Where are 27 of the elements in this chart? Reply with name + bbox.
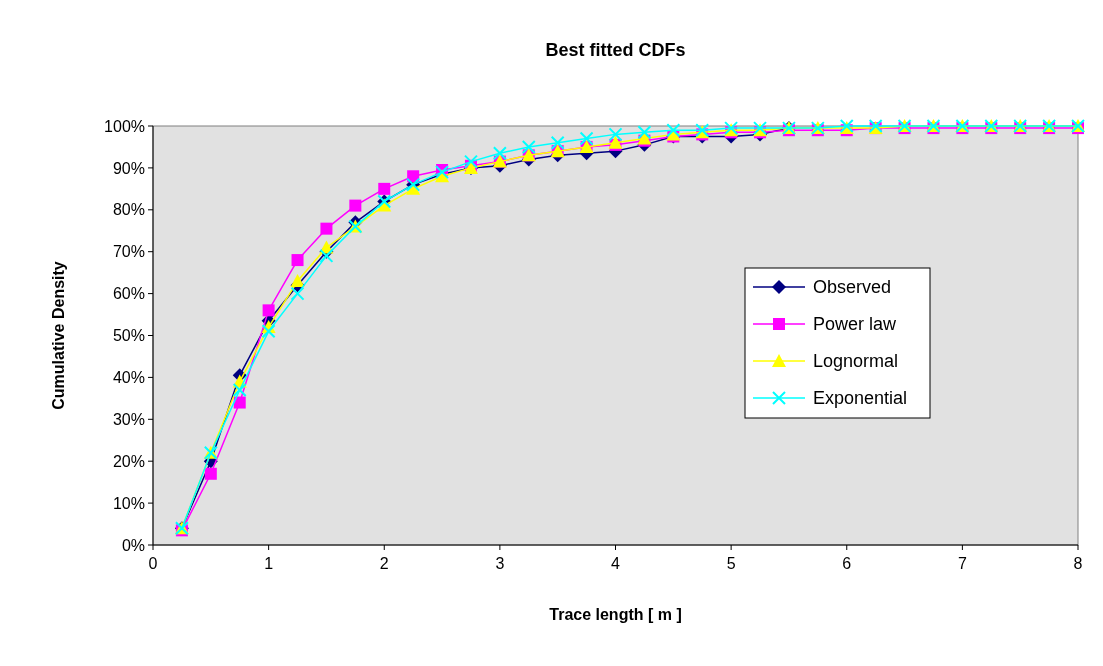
legend-label: Power law (813, 314, 898, 335)
y-tick-label: 0% (121, 536, 145, 554)
y-tick-label: 50% (112, 327, 145, 345)
legend-label: Lognormal (813, 351, 899, 372)
y-tick-label: 100% (104, 117, 145, 135)
x-axis-title: Trace length [ m ] (549, 606, 682, 623)
y-tick-label: 10% (112, 494, 145, 512)
x-tick-label: 5 (726, 555, 736, 572)
y-tick-label: 20% (112, 452, 145, 470)
x-tick-label: 7 (957, 555, 967, 572)
chart-title: Best fitted CDFs (545, 40, 686, 60)
x-tick-label: 8 (1073, 555, 1083, 572)
x-tick-label: 2 (379, 555, 389, 572)
x-tick-label: 3 (495, 555, 505, 572)
legend-label: Observed (813, 277, 892, 298)
y-tick-label: 80% (112, 201, 145, 219)
x-tick-label: 0 (148, 555, 158, 572)
y-axis-title: Cumulative Density (50, 261, 67, 410)
y-tick-label: 90% (112, 159, 145, 177)
y-tick-label: 30% (112, 410, 145, 428)
y-tick-label: 60% (112, 285, 145, 303)
x-tick-label: 6 (842, 555, 852, 572)
y-tick-label: 40% (112, 369, 145, 386)
legend-label: Exponential (813, 388, 908, 409)
x-tick-label: 4 (611, 555, 621, 572)
x-tick-label: 1 (264, 555, 274, 572)
y-tick-label: 70% (112, 243, 145, 261)
